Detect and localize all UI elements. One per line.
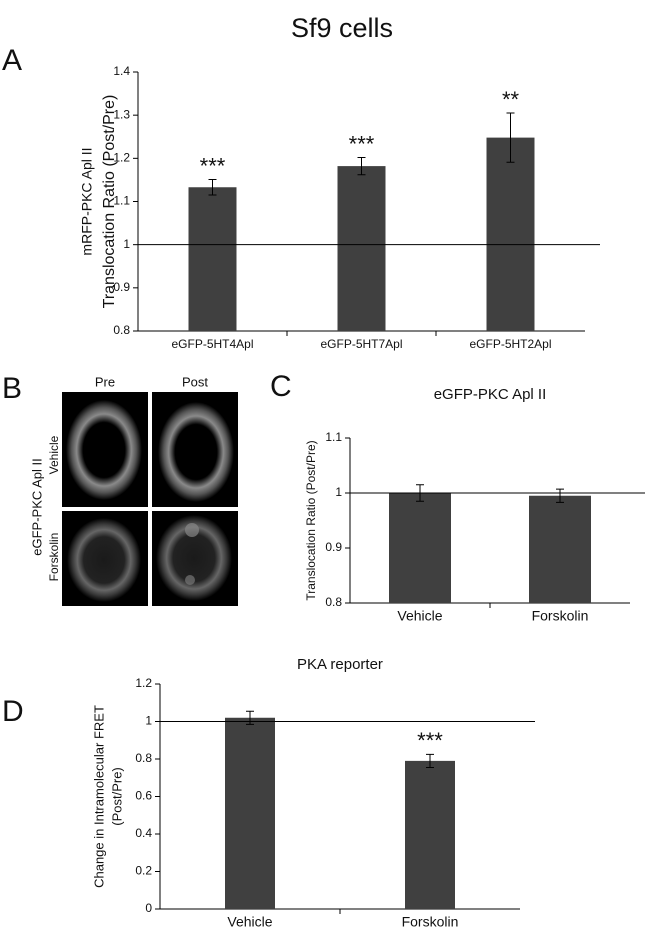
bar	[389, 493, 451, 603]
error-bar	[208, 178, 217, 196]
significance-label: ***	[417, 728, 443, 753]
bar	[529, 495, 591, 603]
y-axis-label: mRFP-PKC Apl II	[79, 147, 95, 255]
x-tick-label: Forskolin	[402, 914, 459, 928]
panel-letter: D	[2, 695, 24, 728]
error-bar	[426, 753, 434, 768]
bar	[225, 717, 275, 909]
cell	[67, 518, 141, 602]
y-tick-label: 1.4	[113, 64, 130, 78]
bar	[337, 166, 386, 331]
y-tick-label: 0.6	[135, 789, 152, 803]
y-axis-label: Change in Intramolecular FRET	[91, 705, 106, 888]
significance-label: ***	[200, 153, 226, 178]
column-label: Pre	[95, 374, 115, 389]
panel-b: B Pre Post Vehicle Forskolin eGFP-PKC Ap…	[2, 372, 238, 606]
x-tick-label: eGFP-5HT7Apl	[320, 337, 402, 351]
y-tick-label: 0.4	[135, 826, 152, 840]
y-tick-label: 0	[145, 901, 152, 915]
x-tick-label: Vehicle	[397, 608, 442, 624]
y-tick-label: 1.2	[135, 676, 152, 690]
panel-letter: A	[2, 44, 22, 77]
y-tick-label: 1	[335, 485, 342, 499]
y-tick-label: 1.3	[113, 107, 130, 121]
y-tick-label: 0.2	[135, 864, 152, 878]
error-bar	[506, 112, 515, 163]
y-tick-label: 0.8	[325, 595, 342, 609]
x-tick-label: Vehicle	[227, 914, 272, 928]
y-axis-label: Translocation Ratio (Post/Pre)	[304, 440, 318, 600]
x-tick-label: Forskolin	[532, 608, 589, 624]
image-y-label: eGFP-PKC Apl II	[29, 458, 44, 556]
y-tick-label: 1.1	[113, 194, 130, 208]
y-tick-label: 1	[123, 237, 130, 251]
panel-letter: C	[270, 370, 292, 403]
cell	[158, 402, 234, 502]
chart-title: eGFP-PKC Apl II	[434, 386, 547, 403]
x-tick-label: eGFP-5HT2Apl	[469, 337, 551, 351]
y-axis-label: (Post/Pre)	[109, 767, 124, 826]
cell-spot	[185, 575, 195, 585]
column-label: Post	[182, 374, 208, 389]
significance-label: ***	[349, 131, 375, 156]
cell-spot	[185, 523, 199, 537]
y-axis-label: Translocation Ratio (Post/Pre)	[101, 95, 118, 309]
row-label: Forskolin	[47, 533, 61, 582]
significance-label: **	[502, 87, 520, 112]
cell	[156, 515, 232, 601]
bar	[188, 187, 237, 331]
panel-letter: B	[2, 372, 22, 405]
error-bar	[246, 710, 254, 725]
x-tick-label: eGFP-5HT4Apl	[171, 337, 253, 351]
error-bar	[357, 156, 366, 176]
y-tick-label: 0.8	[135, 751, 152, 765]
error-bar	[556, 488, 564, 503]
y-tick-label: 0.9	[325, 540, 342, 554]
chart-title: PKA reporter	[297, 656, 383, 673]
cell	[66, 400, 142, 500]
y-tick-label: 1.1	[325, 430, 342, 444]
bar	[486, 137, 535, 331]
figure-title: Sf9 cells	[291, 13, 393, 43]
y-tick-label: 1	[145, 714, 152, 728]
y-tick-label: 1.2	[113, 151, 130, 165]
y-tick-label: 0.9	[113, 280, 130, 294]
bar	[405, 760, 455, 909]
row-label: Vehicle	[47, 435, 61, 474]
y-tick-label: 0.8	[113, 323, 130, 337]
